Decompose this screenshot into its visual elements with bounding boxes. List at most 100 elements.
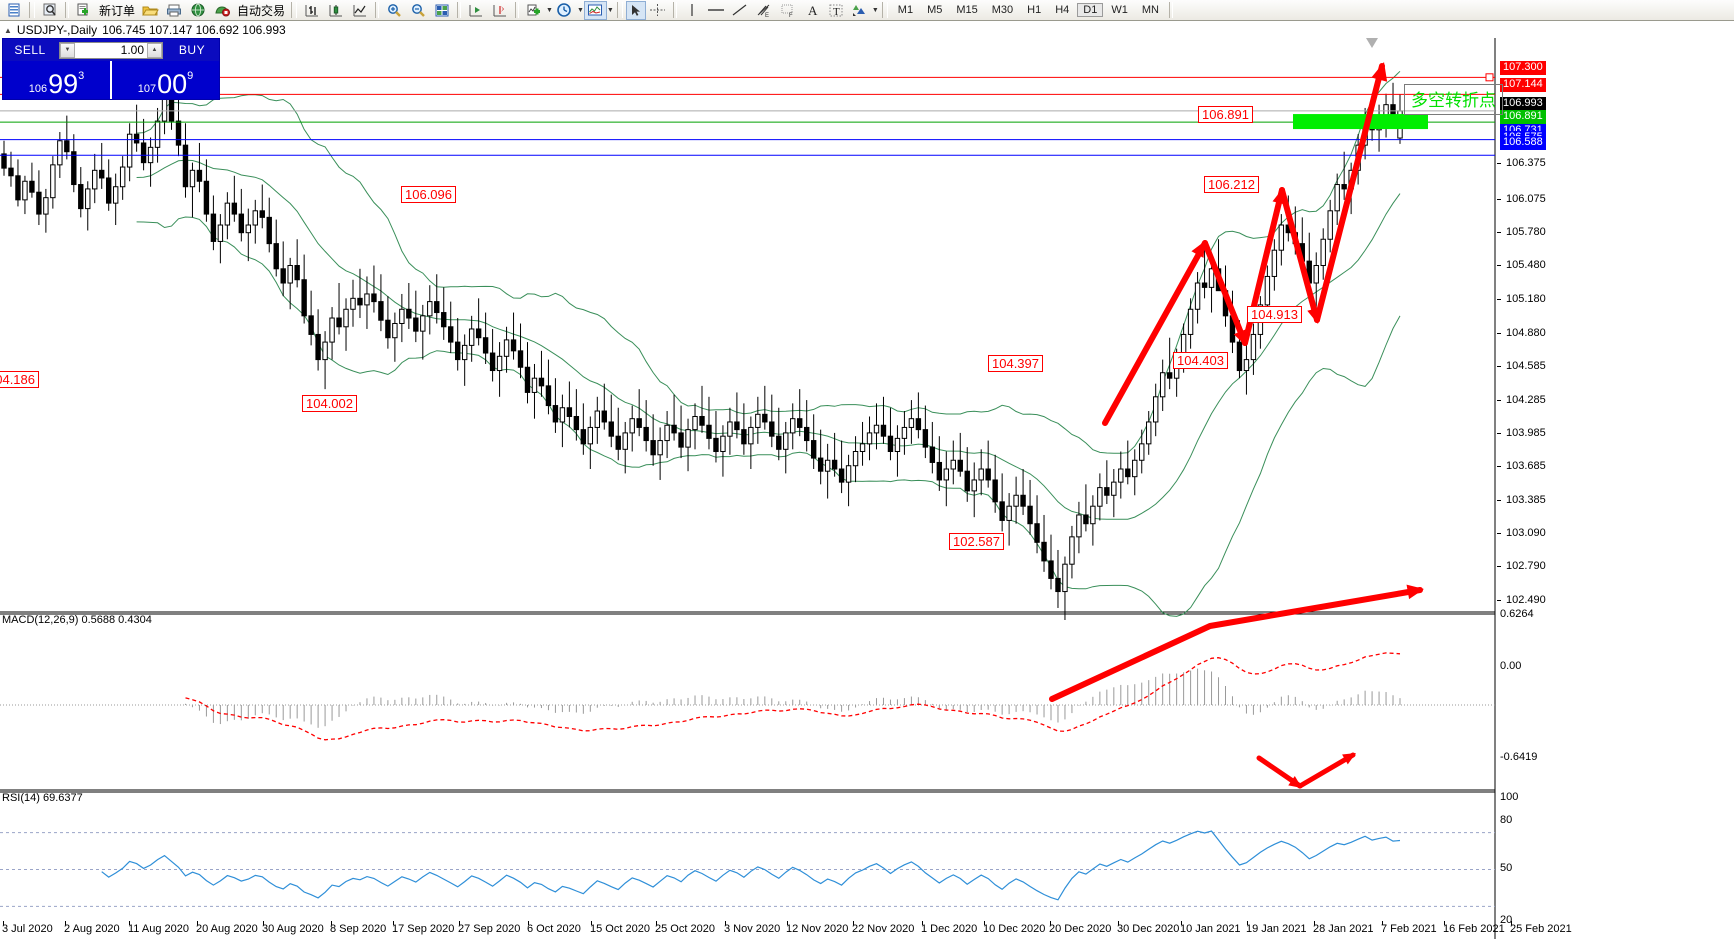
trade-panel-top: SELL ▼ 1.00 ▲ BUY	[3, 39, 219, 61]
chart-area[interactable]	[0, 38, 1734, 939]
toolbar-separator-3	[375, 2, 380, 18]
date-label-18: 10 Jan 2021	[1180, 923, 1241, 935]
terminal-icon[interactable]	[2, 1, 26, 20]
new-order-icon[interactable]	[72, 1, 96, 20]
shift-start-icon[interactable]	[464, 1, 488, 20]
hline-icon[interactable]	[704, 1, 728, 20]
date-label-15: 10 Dec 2020	[983, 923, 1046, 935]
shift-end-icon[interactable]	[488, 1, 512, 20]
price-chip-0: 107.300	[1500, 61, 1546, 75]
zoom-in-icon[interactable]	[382, 1, 406, 20]
macd-axis-0: 0.6264	[1500, 608, 1534, 620]
timeframe-mn[interactable]: MN	[1141, 4, 1159, 16]
magnifier-icon[interactable]	[38, 1, 62, 20]
cursor-icon[interactable]	[625, 0, 646, 20]
crosshair-icon[interactable]	[646, 1, 670, 20]
timeframe-h4[interactable]: H4	[1055, 4, 1070, 16]
chevron-down-icon-2[interactable]: ▼	[576, 6, 584, 14]
vline-icon[interactable]	[680, 1, 704, 20]
timeframe-m15[interactable]: M15	[956, 4, 978, 16]
templates-icon[interactable]	[583, 0, 607, 20]
macd-axis-2: -0.6419	[1500, 751, 1538, 763]
fibo-icon[interactable]: E	[752, 1, 776, 20]
price-chip-2: 106.993	[1500, 97, 1546, 111]
sell-price[interactable]: 106 99 3	[3, 61, 110, 99]
channel-icon[interactable]: F	[776, 1, 800, 20]
timeframe-m1[interactable]: M1	[897, 4, 914, 16]
price-tag-1: 106.096	[401, 186, 456, 203]
price-tick-mark	[1497, 500, 1501, 501]
line-chart-icon[interactable]	[348, 1, 372, 20]
price-tag-2: 104.002	[302, 395, 357, 412]
printer-icon[interactable]	[162, 1, 186, 20]
period-icon[interactable]	[553, 1, 577, 20]
date-label-5: 8 Sep 2020	[330, 923, 387, 935]
trendline-icon[interactable]	[728, 1, 752, 20]
price-tick-8: 103.985	[1506, 427, 1546, 439]
price-chip-1: 107.144	[1500, 78, 1546, 92]
timeframe-m30[interactable]: M30	[991, 4, 1014, 16]
date-tick	[591, 921, 592, 925]
buy-price[interactable]: 107 00 9	[110, 61, 219, 99]
grid-icon[interactable]	[430, 1, 454, 20]
date-label-17: 30 Dec 2020	[1117, 923, 1180, 935]
price-tick-mark	[1497, 400, 1501, 401]
price-tag-4: 104.397	[988, 355, 1043, 372]
volume-stepper[interactable]: ▼ 1.00 ▲	[59, 41, 163, 59]
new-order-label[interactable]: 新订单	[99, 3, 136, 18]
sell-price-main: 99	[48, 69, 79, 99]
date-tick	[922, 921, 923, 925]
shapes-icon[interactable]	[848, 1, 872, 20]
volume-input[interactable]: 1.00	[120, 43, 144, 57]
autotrade-icon[interactable]	[210, 1, 234, 20]
rsi-title: RSI(14) 69.6377	[2, 792, 83, 804]
price-tick-mark	[1497, 566, 1501, 567]
date-tick	[1181, 921, 1182, 925]
rsi-axis-2: 50	[1500, 862, 1513, 874]
price-tag-0: 104.186	[0, 371, 39, 388]
date-label-14: 1 Dec 2020	[921, 923, 978, 935]
date-label-12: 12 Nov 2020	[786, 923, 849, 935]
text-icon[interactable]: A	[800, 1, 824, 20]
folder-icon[interactable]	[138, 1, 162, 20]
timeframe-m5[interactable]: M5	[927, 4, 943, 16]
toolbar-separator-4	[457, 2, 462, 18]
candlestick-icon[interactable]	[324, 1, 348, 20]
price-tag-6: 104.913	[1247, 306, 1302, 323]
price-tick-3: 105.480	[1506, 259, 1546, 271]
chevron-down-icon-4[interactable]: ▼	[871, 6, 879, 14]
rsi-axis-1: 80	[1500, 814, 1513, 826]
chevron-down-icon[interactable]: ▼	[546, 6, 553, 14]
buy-button[interactable]: BUY	[178, 43, 206, 57]
timeframe-w1[interactable]: W1	[1111, 4, 1128, 16]
toolbar-separator	[65, 2, 69, 18]
volume-increase-button[interactable]: ▲	[147, 42, 162, 58]
price-tick-mark	[1497, 265, 1501, 266]
sell-button[interactable]: SELL	[14, 43, 46, 57]
date-label-23: 25 Feb 2021	[1510, 923, 1572, 935]
globe-icon[interactable]	[186, 1, 210, 20]
macd-title: MACD(12,26,9) 0.5688 0.4304	[2, 614, 152, 626]
collapse-triangle-icon[interactable]: ▲	[4, 25, 12, 35]
date-tick	[1314, 921, 1315, 925]
label-icon[interactable]: T	[824, 1, 848, 20]
volume-decrease-button[interactable]: ▼	[60, 42, 75, 58]
date-tick	[725, 921, 726, 925]
price-tag-5: 104.403	[1173, 352, 1228, 369]
symbol-header: ▲ USDJPY-,Daily 106.745 107.147 106.692 …	[0, 22, 1734, 38]
price-tick-10: 103.385	[1506, 494, 1546, 506]
one-click-trading-panel[interactable]: SELL ▼ 1.00 ▲ BUY 106 99 3 107 00 9	[2, 38, 220, 100]
timeframe-h1[interactable]: H1	[1027, 4, 1042, 16]
price-tick-6: 104.585	[1506, 360, 1546, 372]
timeframe-d1[interactable]: D1	[1077, 3, 1104, 17]
autotrade-label[interactable]: 自动交易	[237, 3, 286, 18]
date-label-9: 15 Oct 2020	[590, 923, 650, 935]
zoom-out-icon[interactable]	[406, 1, 430, 20]
toolbar-grip-2	[291, 2, 298, 18]
chevron-down-icon-3[interactable]: ▼	[606, 6, 614, 14]
date-label-16: 20 Dec 2020	[1049, 923, 1112, 935]
date-tick	[853, 921, 854, 925]
indicators-icon[interactable]	[522, 1, 546, 20]
date-tick	[197, 921, 198, 925]
bar-chart-icon[interactable]	[300, 1, 324, 20]
